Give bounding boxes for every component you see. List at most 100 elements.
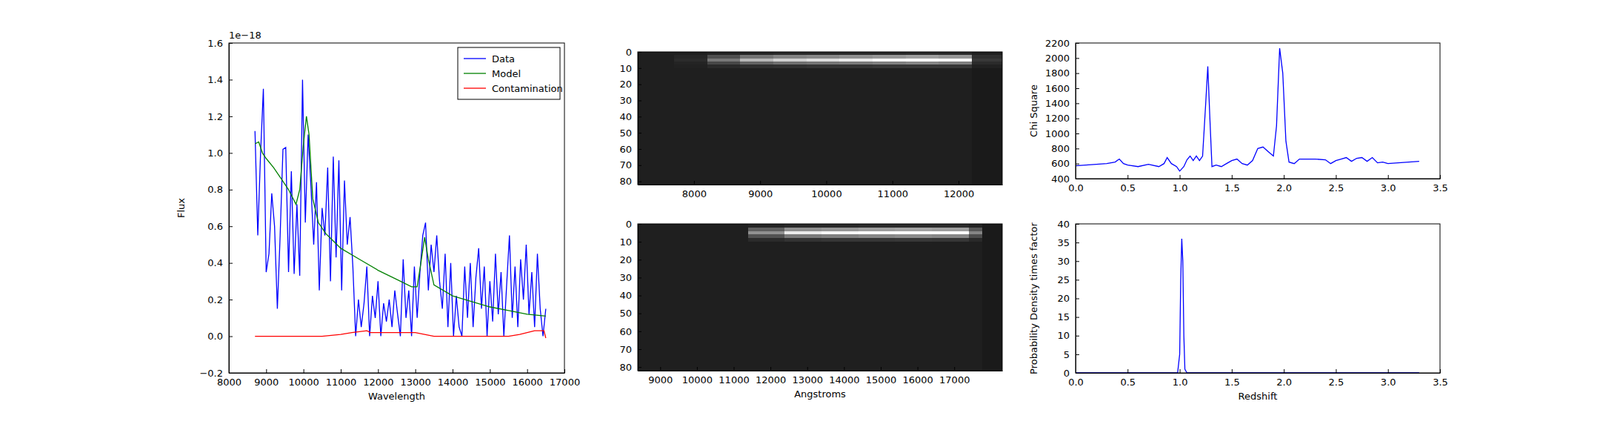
tick-mark bbox=[228, 336, 233, 338]
tick-mark bbox=[1335, 174, 1337, 179]
image-cell bbox=[784, 237, 822, 242]
tick: 10000 bbox=[682, 366, 713, 386]
tick: 2.0 bbox=[1276, 368, 1292, 388]
tick-mark bbox=[1075, 279, 1080, 280]
tick: 16000 bbox=[511, 368, 543, 388]
tick-label: 1.4 bbox=[207, 74, 223, 86]
tick-label: 2.5 bbox=[1328, 376, 1345, 388]
tick-mark bbox=[1075, 118, 1080, 120]
y-axis: 01020304050607080 bbox=[619, 46, 642, 188]
tick: 40 bbox=[619, 289, 642, 301]
tick: 50 bbox=[619, 127, 642, 139]
image-cell bbox=[872, 64, 906, 69]
tick: 11000 bbox=[877, 180, 909, 200]
tick: 2000 bbox=[1045, 52, 1080, 64]
tick-mark bbox=[637, 313, 642, 315]
image-cell bbox=[784, 241, 822, 371]
tick-label: 16000 bbox=[902, 374, 933, 386]
image-cell bbox=[858, 231, 896, 235]
tick-mark bbox=[958, 180, 960, 185]
image-cell bbox=[905, 68, 940, 185]
image-cell bbox=[968, 241, 983, 371]
tick: 400 bbox=[1051, 173, 1080, 185]
image-cell bbox=[894, 237, 932, 242]
tick: 2.0 bbox=[1276, 174, 1292, 194]
image-cell bbox=[748, 237, 786, 242]
tick-label: 1600 bbox=[1045, 82, 1070, 95]
legend: DataModelContamination bbox=[457, 47, 563, 100]
tick-label: 10000 bbox=[288, 376, 319, 388]
tick-label: 2.0 bbox=[1276, 182, 1292, 194]
image-cell bbox=[858, 227, 896, 232]
tick-mark bbox=[892, 180, 894, 185]
tick-mark bbox=[1075, 88, 1080, 89]
tick: 50 bbox=[619, 307, 642, 319]
image-cell bbox=[938, 51, 972, 56]
tick-label: 20 bbox=[619, 78, 632, 90]
image-cell bbox=[748, 227, 786, 232]
tick-mark bbox=[228, 79, 233, 80]
tick-label: 8000 bbox=[682, 188, 707, 200]
image-cell bbox=[637, 234, 675, 238]
tick: 30 bbox=[1057, 255, 1080, 267]
tick: 0.5 bbox=[1120, 174, 1136, 194]
tick: 9000 bbox=[748, 180, 773, 200]
image-cell bbox=[674, 237, 712, 242]
image-cell bbox=[784, 234, 822, 238]
image-cell bbox=[971, 54, 1003, 59]
tick-mark bbox=[303, 368, 305, 373]
y-axis-title: Probability Density times factor bbox=[1028, 221, 1040, 374]
tick: 9000 bbox=[648, 366, 673, 386]
tick-label: 40 bbox=[1057, 218, 1070, 230]
tick-mark bbox=[1231, 174, 1233, 179]
frame bbox=[1075, 42, 1440, 179]
tick: 16000 bbox=[902, 366, 933, 386]
image-cell bbox=[938, 58, 972, 63]
tick-mark bbox=[637, 241, 642, 243]
tick-label: 0.0 bbox=[207, 330, 223, 342]
tick-label: 9000 bbox=[254, 376, 279, 388]
tick-mark bbox=[637, 68, 642, 69]
image-cell bbox=[637, 61, 675, 66]
image-cell bbox=[707, 64, 741, 69]
tick-label: 0 bbox=[625, 218, 632, 230]
image-cell bbox=[784, 231, 822, 235]
image-cell bbox=[806, 68, 840, 185]
tick-label: 1.0 bbox=[207, 147, 223, 159]
image-cell bbox=[821, 237, 859, 242]
tick-mark bbox=[1075, 317, 1080, 318]
tick-mark bbox=[770, 366, 772, 371]
tick-label: 9000 bbox=[748, 188, 773, 200]
tick-label: 15 bbox=[1057, 311, 1070, 323]
tick: 30 bbox=[619, 271, 642, 283]
image-cell bbox=[858, 234, 896, 238]
tick: 60 bbox=[619, 143, 642, 155]
legend-label: Contamination bbox=[491, 82, 563, 95]
tick: 3.0 bbox=[1380, 368, 1397, 388]
tick: 12000 bbox=[362, 368, 394, 388]
tick-label: 30 bbox=[619, 271, 632, 283]
legend-label: Data bbox=[491, 53, 515, 65]
image-cell bbox=[938, 64, 972, 69]
image-cell bbox=[711, 227, 749, 232]
image-cell bbox=[637, 51, 675, 56]
image-cell bbox=[674, 64, 708, 69]
image-cell bbox=[637, 237, 675, 242]
tick-mark bbox=[228, 116, 233, 118]
image-cell bbox=[938, 68, 972, 185]
image-cell bbox=[982, 237, 1003, 242]
tick: 1.5 bbox=[1224, 368, 1240, 388]
image-cell bbox=[637, 68, 675, 185]
series-line bbox=[1075, 48, 1420, 172]
tick-mark bbox=[637, 132, 642, 134]
x-axis: 9000100001100012000130001400015000160001… bbox=[638, 366, 1003, 386]
image-cell bbox=[905, 64, 940, 69]
tick-mark bbox=[1127, 368, 1129, 373]
image-cell bbox=[872, 51, 906, 56]
tick-label: 10000 bbox=[811, 188, 842, 200]
tick-mark bbox=[1075, 148, 1080, 149]
tick-mark bbox=[1335, 368, 1337, 373]
frame bbox=[637, 51, 1003, 185]
tick-mark bbox=[1075, 335, 1080, 337]
image-cell bbox=[674, 234, 712, 238]
